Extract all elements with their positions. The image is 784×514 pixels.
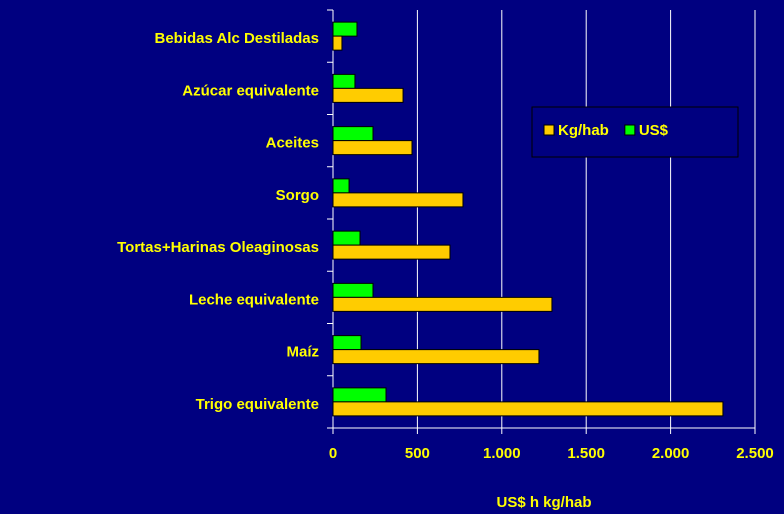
y-tick-label: Trigo equivalente: [196, 396, 319, 413]
bar: [332, 21, 358, 37]
x-tick-label: 2.500: [736, 445, 774, 462]
bar: [332, 335, 362, 351]
bar: [332, 230, 361, 246]
y-tick-label: Leche equivalente: [189, 291, 319, 308]
x-tick-label: 500: [405, 445, 430, 462]
bar: [332, 192, 464, 208]
legend-swatch: [543, 124, 555, 136]
bar: [332, 282, 374, 298]
bar: [332, 387, 387, 403]
x-tick-label: 1.500: [567, 445, 605, 462]
bar: [332, 296, 553, 312]
bar: [332, 35, 343, 51]
bar: [332, 401, 724, 417]
x-tick-label: 0: [329, 445, 337, 462]
y-tick-label: Azúcar equivalente: [182, 82, 319, 99]
y-tick-label: Sorgo: [276, 187, 319, 204]
bar: [332, 73, 356, 89]
y-tick-label: Maíz: [286, 344, 319, 361]
legend-swatch: [624, 124, 636, 136]
y-tick-label: Aceites: [266, 135, 319, 152]
x-tick-label: 1.000: [483, 445, 521, 462]
y-tick-label: Tortas+Harinas Oleaginosas: [117, 239, 319, 256]
y-tick-label: Bebidas Alc Destiladas: [154, 30, 319, 47]
bar: [332, 178, 350, 194]
legend-label: US$: [639, 122, 669, 139]
bar: [332, 140, 413, 156]
bar: [332, 126, 374, 142]
x-tick-label: 2.000: [652, 445, 690, 462]
x-axis-label: US$ h kg/hab: [496, 494, 591, 511]
legend-label: Kg/hab: [558, 122, 609, 139]
bar: [332, 349, 540, 365]
bar: [332, 87, 404, 103]
bar: [332, 244, 451, 260]
